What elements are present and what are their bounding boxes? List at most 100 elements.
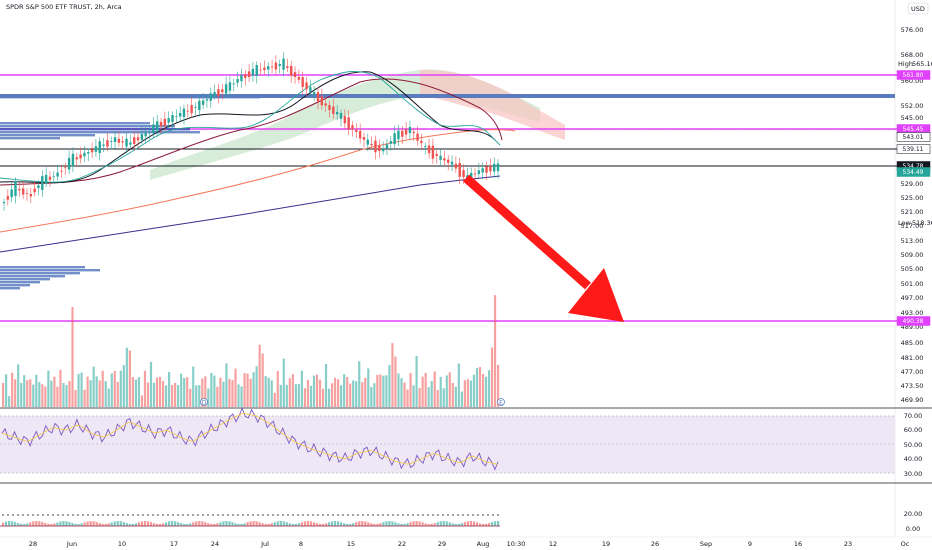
- volume-bar: [475, 368, 479, 407]
- osc-bar: [439, 521, 442, 526]
- volume-bar: [415, 355, 418, 407]
- candle-body: [221, 89, 224, 93]
- price-tick-label: 552.00: [901, 102, 924, 110]
- volume-bar: [412, 385, 415, 407]
- osc-bar: [327, 522, 331, 526]
- osc-bar: [86, 521, 89, 526]
- candle-body: [370, 144, 373, 146]
- projection-arrow-shaft[interactable]: [463, 174, 591, 290]
- volume-bar: [146, 382, 150, 407]
- volume-bar: [364, 377, 367, 407]
- osc-dot: [257, 514, 259, 516]
- volume-bar: [445, 375, 448, 407]
- earnings-marker[interactable]: [497, 398, 505, 406]
- osc-dot: [412, 514, 414, 516]
- volume-bar: [168, 371, 171, 407]
- osc-dot: [7, 514, 9, 516]
- time-axis[interactable]: 28 Jun 10 17 24 Jul 8 15 22 29 Aug 10:30 12 19 26 Sep 9 1…: [29, 540, 910, 548]
- volume-bar: [273, 392, 276, 407]
- osc-bar: [89, 521, 92, 526]
- volume-bar: [210, 373, 213, 407]
- candle-body: [83, 152, 86, 157]
- candle-body: [278, 64, 281, 67]
- volume-bar: [11, 372, 14, 407]
- volume-bar: [80, 372, 83, 407]
- rsi-axis[interactable]: 70.00 60.00 50.00 40.00 30.00: [904, 412, 923, 478]
- candle-body: [389, 141, 392, 144]
- volume-bar: [68, 381, 71, 407]
- volume-bar: [321, 388, 325, 407]
- currency-button[interactable]: [907, 2, 929, 15]
- osc-dot: [387, 514, 389, 516]
- osc-dot: [442, 514, 444, 516]
- candle-body: [136, 137, 140, 141]
- candle-body: [198, 100, 201, 111]
- osc-bar: [430, 523, 433, 526]
- volume-bar: [62, 383, 65, 407]
- volume-bar: [303, 388, 307, 407]
- osc-bar: [481, 523, 485, 526]
- rsi-tick-label: 50.00: [904, 441, 923, 449]
- candle-body: [492, 163, 496, 172]
- candle-body: [374, 140, 377, 153]
- volume-bar: [343, 374, 346, 407]
- osc-bar: [421, 522, 424, 526]
- candle-body: [186, 110, 190, 112]
- osc-bar: [249, 521, 252, 526]
- volume-bar: [490, 347, 494, 407]
- time-tick-label: 10:30: [507, 540, 526, 548]
- osc-bar: [324, 523, 328, 526]
- oscillator-axis[interactable]: 20.00 0.00: [904, 510, 923, 533]
- candle-body: [473, 173, 477, 175]
- candle-body: [125, 138, 128, 147]
- osc-bar: [367, 522, 370, 526]
- candle-body: [358, 130, 362, 139]
- candle-body: [309, 87, 312, 92]
- osc-bar: [29, 522, 32, 526]
- volume-bar: [14, 379, 17, 407]
- volume-bar: [403, 382, 406, 407]
- volume-bar: [454, 386, 457, 407]
- candle-body: [175, 116, 178, 118]
- osc-dot: [487, 514, 489, 516]
- osc-dot: [342, 514, 344, 516]
- volume-profile-bar: [0, 278, 50, 281]
- osc-dot: [377, 514, 379, 516]
- volume-bar: [282, 358, 285, 407]
- osc-dot: [92, 514, 94, 516]
- candle-body: [182, 108, 186, 118]
- candle-body: [420, 140, 423, 144]
- volume-bar: [65, 385, 68, 407]
- price-tag-label: 539.11: [903, 146, 924, 153]
- candle-body: [224, 84, 228, 94]
- osc-dot: [272, 514, 274, 516]
- volume-bar: [29, 379, 32, 407]
- osc-bar: [119, 521, 122, 526]
- osc-bar: [98, 523, 101, 526]
- candle-body: [489, 166, 492, 172]
- candle-body: [274, 62, 278, 70]
- candle-body: [14, 181, 17, 196]
- osc-bar: [436, 522, 439, 526]
- volume-bar: [433, 371, 436, 407]
- candle-body: [106, 140, 109, 147]
- volume-bar: [56, 386, 59, 407]
- volume-bar: [463, 380, 466, 407]
- blue-band-level: [0, 94, 895, 98]
- osc-bar: [337, 521, 340, 526]
- osc-bar: [267, 523, 270, 526]
- candle-body: [244, 74, 247, 78]
- dividend-marker[interactable]: [200, 398, 208, 406]
- osc-bar: [255, 521, 258, 526]
- osc-bar: [490, 522, 494, 526]
- volume-bar: [20, 382, 23, 407]
- volume-bar: [222, 381, 225, 407]
- volume-profile-bar: [0, 272, 80, 275]
- volume-bar: [44, 386, 47, 407]
- volume-bar: [442, 388, 445, 407]
- projection-arrow-head[interactable]: [568, 268, 624, 322]
- osc-bar: [47, 523, 50, 526]
- osc-bar: [171, 521, 174, 526]
